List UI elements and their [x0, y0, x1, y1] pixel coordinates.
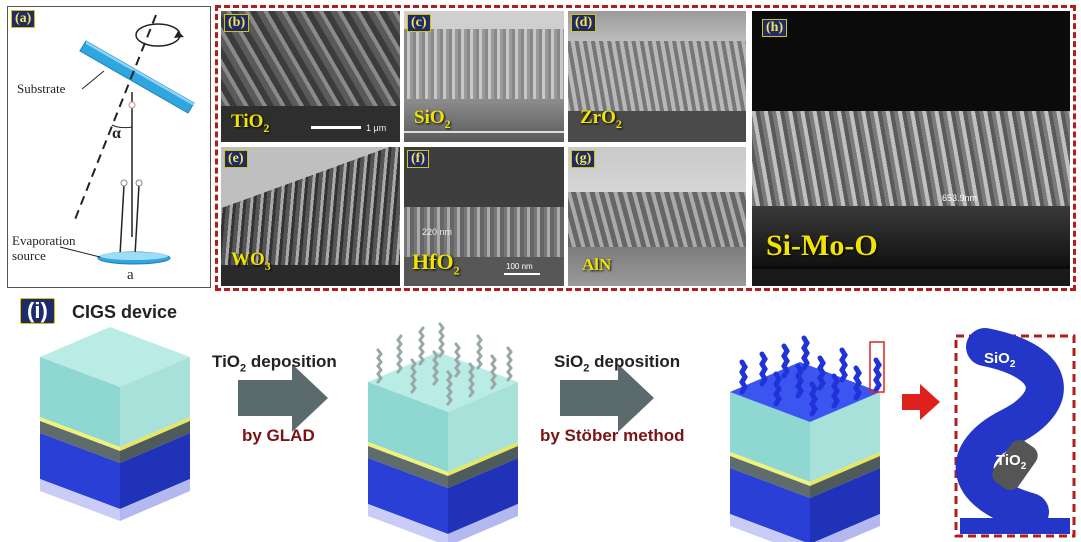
- cigs-device-initial: [40, 327, 190, 521]
- panel-c-material: SiO2: [414, 107, 451, 132]
- cigs-device-sio2: [730, 338, 884, 542]
- panel-f-measure: 220 nm: [422, 227, 452, 237]
- evaporation-label-1: Evaporation: [12, 233, 76, 249]
- evaporation-label-2: source: [12, 248, 46, 264]
- zoom-inner-label: TiO2: [996, 452, 1026, 472]
- panel-d-badge: (d): [571, 14, 596, 32]
- panel-a-schematic: (a) Substrate α Evaporation source a: [7, 6, 211, 288]
- panel-h-material: Si-Mo-O: [766, 229, 878, 263]
- panel-f-sem: (f) 220 nm HfO2 100 nm: [404, 147, 564, 286]
- panel-f-badge: (f): [407, 150, 429, 168]
- cigs-device-tio2: [368, 324, 518, 542]
- step2-label: SiO2 deposition: [554, 352, 680, 374]
- panel-b-badge: (b): [224, 14, 249, 32]
- step1-method: by GLAD: [242, 426, 315, 446]
- zoom-arrow: [902, 384, 940, 420]
- panel-d-material: ZrO2: [580, 107, 622, 132]
- evaporation-source-shape: [98, 252, 170, 264]
- panel-c-sem: (c) SiO2: [404, 11, 564, 142]
- panel-i-badge: (i): [20, 298, 55, 324]
- panel-b-scale: 1 μm: [366, 123, 386, 133]
- panel-b-material: TiO2: [231, 111, 269, 136]
- panel-e-badge: (e): [224, 150, 248, 168]
- panel-h-badge: (h): [762, 19, 787, 37]
- zoom-outer-label: SiO2: [984, 350, 1015, 370]
- panel-h-sem: (h) 653.9nm Si-Mo-O: [752, 11, 1070, 286]
- rotation-arrow: [136, 24, 180, 46]
- panel-b-sem: (b) TiO2 1 μm: [221, 11, 400, 142]
- step1-label: TiO2 deposition: [212, 352, 337, 374]
- panel-g-badge: (g): [571, 150, 595, 168]
- panel-f-material: HfO2: [412, 249, 460, 278]
- panel-h-measure: 653.9nm: [942, 193, 977, 203]
- panel-c-badge: (c): [407, 14, 431, 32]
- panel-f-scale: 100 nm: [506, 262, 533, 271]
- panel-g-sem: (g) AlN: [568, 147, 746, 286]
- angle-label: α: [112, 125, 121, 143]
- substrate-label: Substrate: [17, 81, 65, 97]
- bottom-label: a: [127, 267, 134, 284]
- panel-e-material: WO3: [231, 249, 271, 274]
- panel-i-title: CIGS device: [72, 302, 177, 323]
- panel-g-material: AlN: [582, 255, 611, 275]
- step2-method: by Stöber method: [540, 426, 685, 446]
- panel-d-sem: (d) ZrO2: [568, 11, 746, 142]
- panel-e-sem: (e) WO3: [221, 147, 400, 286]
